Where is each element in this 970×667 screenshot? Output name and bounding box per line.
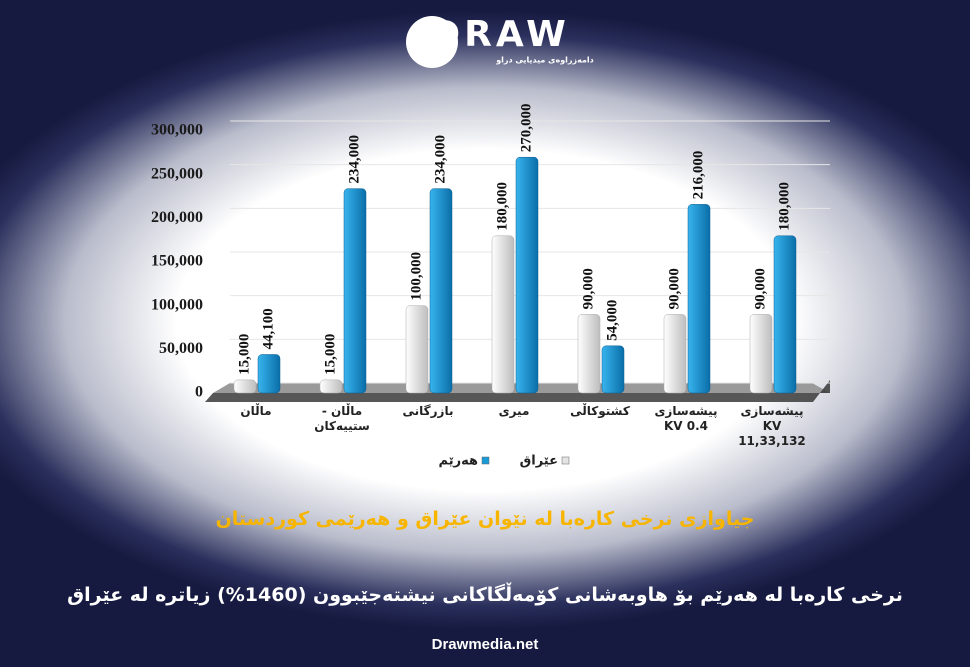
y-tick-label: 100,000	[151, 296, 203, 313]
subtitle: نرخی کارەبا لە هەرێم بۆ هاوبەشانی کۆمەڵگ…	[67, 584, 903, 606]
bar	[687, 204, 711, 394]
bar	[405, 305, 429, 394]
logo-tagline: دامەزراوەی میدیایی دراو	[495, 56, 594, 65]
bar	[319, 379, 343, 394]
y-tick-label: 250,000	[151, 165, 203, 182]
value-label: 234,000	[432, 135, 448, 184]
y-tick-label: 0	[195, 384, 203, 401]
logo-badge	[406, 16, 458, 68]
value-label: 90,000	[752, 268, 768, 309]
x-tick-label: کشتوکاڵی	[570, 404, 630, 418]
value-label: 44,100	[260, 308, 276, 349]
bar	[515, 156, 539, 394]
value-label: 15,000	[236, 334, 252, 375]
value-label: 180,000	[494, 182, 510, 231]
x-tick-label: پیشەسازی KV 0.4	[654, 404, 718, 433]
x-tick-label: ماڵان - ستییەکان	[314, 404, 370, 433]
bar	[773, 235, 797, 394]
value-label: 180,000	[776, 182, 792, 231]
legend-swatch	[481, 456, 490, 465]
bar	[491, 235, 515, 394]
bar	[601, 345, 625, 394]
value-label: 216,000	[690, 151, 706, 200]
bar	[577, 314, 601, 394]
value-label: 100,000	[408, 252, 424, 301]
value-label: 15,000	[322, 334, 338, 375]
x-tick-label: میری	[498, 404, 530, 418]
legend-label: عێراق	[520, 454, 558, 469]
value-label: 270,000	[518, 103, 534, 152]
x-tick-label: پیشەسازی KV 11,33,132	[738, 404, 806, 448]
bar	[663, 314, 687, 394]
y-tick-label: 300,000	[151, 122, 203, 139]
value-label: 234,000	[346, 135, 362, 184]
bar	[429, 188, 453, 394]
value-label: 90,000	[666, 268, 682, 309]
bar	[749, 314, 773, 394]
footer: Drawmedia.net	[431, 636, 539, 653]
bar	[257, 354, 281, 394]
y-tick-label: 50,000	[159, 340, 203, 357]
logo: DRAW	[430, 14, 570, 55]
x-tick-label: بازرگانی	[402, 404, 454, 418]
y-tick-label: 200,000	[151, 209, 203, 226]
bar	[343, 188, 367, 394]
title: جیاوازی نرخی کارەبا لە نێوان عێراق و هەر…	[215, 508, 755, 530]
legend-swatch	[561, 456, 570, 465]
y-tick-label: 150,000	[151, 253, 203, 270]
floor-edge	[205, 380, 830, 402]
value-label: 54,000	[604, 300, 620, 341]
bar	[233, 379, 257, 394]
value-label: 90,000	[580, 268, 596, 309]
legend-label: هەرێم	[439, 454, 478, 469]
x-tick-label: ماڵان	[240, 404, 272, 418]
